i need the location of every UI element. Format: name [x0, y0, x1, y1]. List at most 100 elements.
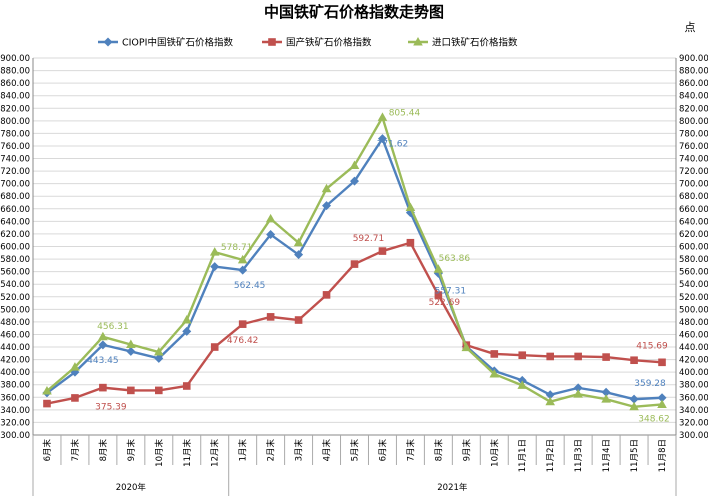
- x-tick-label: 11月5日: [630, 439, 640, 472]
- data-point-triangle: [321, 183, 332, 193]
- data-label: 771.62: [377, 140, 409, 150]
- data-point-square: [574, 352, 582, 361]
- data-label: 805.44: [389, 108, 421, 118]
- y-tick-label-left: 520.00: [0, 293, 30, 303]
- y-tick-label-left: 720.00: [0, 167, 30, 177]
- data-point-square: [658, 358, 666, 367]
- chart-title: 中国铁矿石价格指数走势图: [264, 3, 444, 21]
- y-tick-label-right: 500.00: [679, 305, 708, 315]
- data-point-triangle: [265, 213, 276, 223]
- data-point-triangle: [154, 347, 164, 356]
- x-tick-label: 11月8日: [658, 439, 668, 472]
- y-tick-label-right: 900.00: [679, 54, 708, 64]
- y-tick-label-right: 820.00: [679, 104, 708, 114]
- data-point-triangle: [70, 362, 80, 371]
- y-tick-label-right: 780.00: [679, 129, 708, 139]
- x-tick-label: 11月1日: [518, 439, 528, 472]
- data-point-triangle: [413, 37, 423, 46]
- data-label: 375.39: [95, 403, 127, 413]
- data-point-diamond: [266, 230, 276, 240]
- data-point-triangle: [405, 202, 416, 212]
- x-tick-label: 3月末: [294, 439, 305, 462]
- x-tick-label: 10月末: [154, 439, 165, 467]
- y-tick-label-left: 540.00: [0, 280, 30, 290]
- data-point-diamond: [350, 176, 359, 186]
- data-point-diamond: [103, 37, 113, 47]
- x-tick-label: 10月末: [489, 439, 500, 467]
- y-tick-label-left: 880.00: [0, 67, 30, 77]
- data-point-triangle: [433, 264, 444, 273]
- y-tick-label-right: 300.00: [679, 431, 708, 441]
- y-tick-label-left: 740.00: [0, 155, 30, 165]
- data-label: 562.45: [234, 281, 266, 291]
- x-tick-label: 9月末: [461, 439, 472, 462]
- y-tick-label-left: 700.00: [0, 180, 30, 190]
- data-label: 359.28: [634, 379, 666, 389]
- data-point-square: [518, 351, 527, 360]
- y-tick-label-right: 580.00: [679, 255, 708, 265]
- x-tick-label: 6月末: [377, 439, 388, 462]
- y-tick-label-left: 320.00: [0, 418, 30, 428]
- x-tick-label: 7月末: [405, 439, 416, 462]
- data-point-diamond: [154, 353, 164, 363]
- data-point-square: [322, 291, 331, 299]
- data-label: 476.42: [227, 336, 259, 346]
- y-tick-label-right: 680.00: [679, 192, 708, 202]
- y-tick-label-right: 440.00: [679, 343, 708, 353]
- y-tick-label-left: 780.00: [0, 129, 30, 139]
- data-point-square: [630, 356, 638, 365]
- data-point-square: [266, 313, 275, 321]
- data-point-triangle: [98, 331, 108, 341]
- legend: CIOPI中国铁矿石价格指数 国产铁矿石价格指数 进口铁矿石价格指数: [98, 37, 518, 49]
- data-point-diamond: [601, 387, 611, 397]
- y-tick-label-right: 620.00: [679, 230, 708, 240]
- data-label: 348.62: [638, 414, 670, 424]
- data-point-square: [546, 352, 554, 361]
- y-tick-label-left: 900.00: [0, 54, 30, 64]
- data-point-diamond: [573, 383, 583, 393]
- x-tick-label: 11月2日: [546, 439, 556, 472]
- y-tick-label-right: 740.00: [679, 155, 708, 165]
- y-tick-label-left: 840.00: [0, 92, 30, 102]
- y-axis-left: 300.00 320.00 340.00 360.00 380.00 400.00 420.…: [0, 54, 34, 441]
- y-tick-label-right: 860.00: [679, 79, 708, 89]
- y-tick-label-left: 620.00: [0, 230, 30, 240]
- year-group-label: 2020年: [116, 482, 147, 493]
- data-label: 557.31: [435, 286, 467, 296]
- legend-label: 进口铁矿石价格指数: [432, 37, 518, 49]
- y-tick-label-left: 680.00: [0, 192, 30, 202]
- y-tick-label-right: 340.00: [679, 406, 708, 416]
- data-point-diamond: [322, 201, 332, 211]
- data-point-triangle: [237, 254, 248, 264]
- y-tick-label-right: 360.00: [679, 393, 708, 403]
- y-axis-right: 300.00 320.00 340.00 360.00 380.00 400.00 420.…: [675, 54, 708, 441]
- series-1: [42, 134, 667, 404]
- y-unit-label: 点: [685, 21, 696, 34]
- y-tick-label-left: 860.00: [0, 79, 30, 89]
- data-point-diamond: [182, 326, 192, 336]
- y-tick-label-left: 420.00: [0, 356, 30, 366]
- legend-label: 国产铁矿石价格指数: [286, 37, 372, 49]
- data-point-triangle: [629, 401, 639, 411]
- data-point-triangle: [377, 112, 388, 121]
- y-tick-label-right: 540.00: [679, 280, 708, 290]
- x-tick-label: 2月末: [266, 439, 277, 462]
- data-point-square: [378, 247, 387, 255]
- data-point-square: [43, 399, 51, 408]
- x-axis: 6月末 7月末 8月末 9月末 10月末 11月末 12月末 1月末 2月末 3月末 4月末 5月末 6…: [32, 434, 677, 496]
- data-point-square: [127, 386, 135, 395]
- data-point-square: [71, 394, 79, 402]
- data-point-square: [268, 38, 276, 46]
- y-tick-label-right: 420.00: [679, 356, 708, 366]
- data-point-triangle: [461, 342, 472, 352]
- data-point-triangle: [657, 399, 667, 408]
- data-point-triangle: [181, 315, 192, 324]
- data-label: 563.86: [439, 254, 471, 264]
- data-label: 592.71: [353, 234, 385, 244]
- y-tick-label-right: 380.00: [679, 381, 708, 391]
- y-tick-label-left: 400.00: [0, 368, 30, 378]
- year-group-label: 2021年: [437, 482, 468, 493]
- x-tick-label: 5月末: [350, 439, 361, 462]
- y-tick-label-right: 460.00: [679, 330, 708, 340]
- data-point-triangle: [545, 396, 555, 406]
